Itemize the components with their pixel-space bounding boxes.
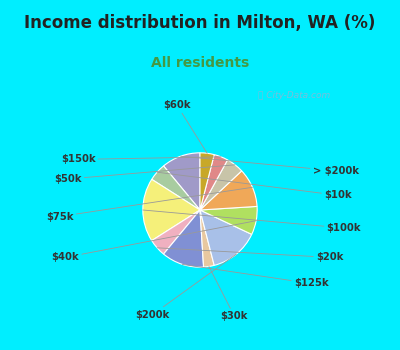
- Text: $75k: $75k: [46, 187, 252, 222]
- Wedge shape: [200, 153, 214, 210]
- Text: $125k: $125k: [182, 264, 328, 288]
- Wedge shape: [200, 206, 257, 235]
- Text: > $200k: > $200k: [181, 156, 359, 176]
- Text: $10k: $10k: [157, 172, 352, 200]
- Wedge shape: [200, 160, 242, 210]
- Text: All residents: All residents: [151, 56, 249, 70]
- Text: $30k: $30k: [209, 266, 248, 321]
- Text: $60k: $60k: [163, 100, 207, 153]
- Text: $20k: $20k: [157, 248, 343, 262]
- Wedge shape: [152, 166, 200, 210]
- Wedge shape: [164, 210, 204, 267]
- Wedge shape: [200, 210, 214, 267]
- Wedge shape: [200, 155, 228, 210]
- Wedge shape: [152, 210, 200, 254]
- Text: Income distribution in Milton, WA (%): Income distribution in Milton, WA (%): [24, 14, 376, 32]
- Wedge shape: [143, 179, 200, 241]
- Wedge shape: [164, 153, 200, 210]
- Text: ⓘ City-Data.com: ⓘ City-Data.com: [258, 91, 330, 100]
- Text: $200k: $200k: [136, 254, 236, 320]
- Wedge shape: [200, 210, 252, 265]
- Wedge shape: [200, 171, 257, 210]
- Text: $50k: $50k: [54, 165, 235, 184]
- Text: $100k: $100k: [143, 210, 361, 233]
- Text: $150k: $150k: [61, 154, 221, 164]
- Text: $40k: $40k: [52, 221, 256, 262]
